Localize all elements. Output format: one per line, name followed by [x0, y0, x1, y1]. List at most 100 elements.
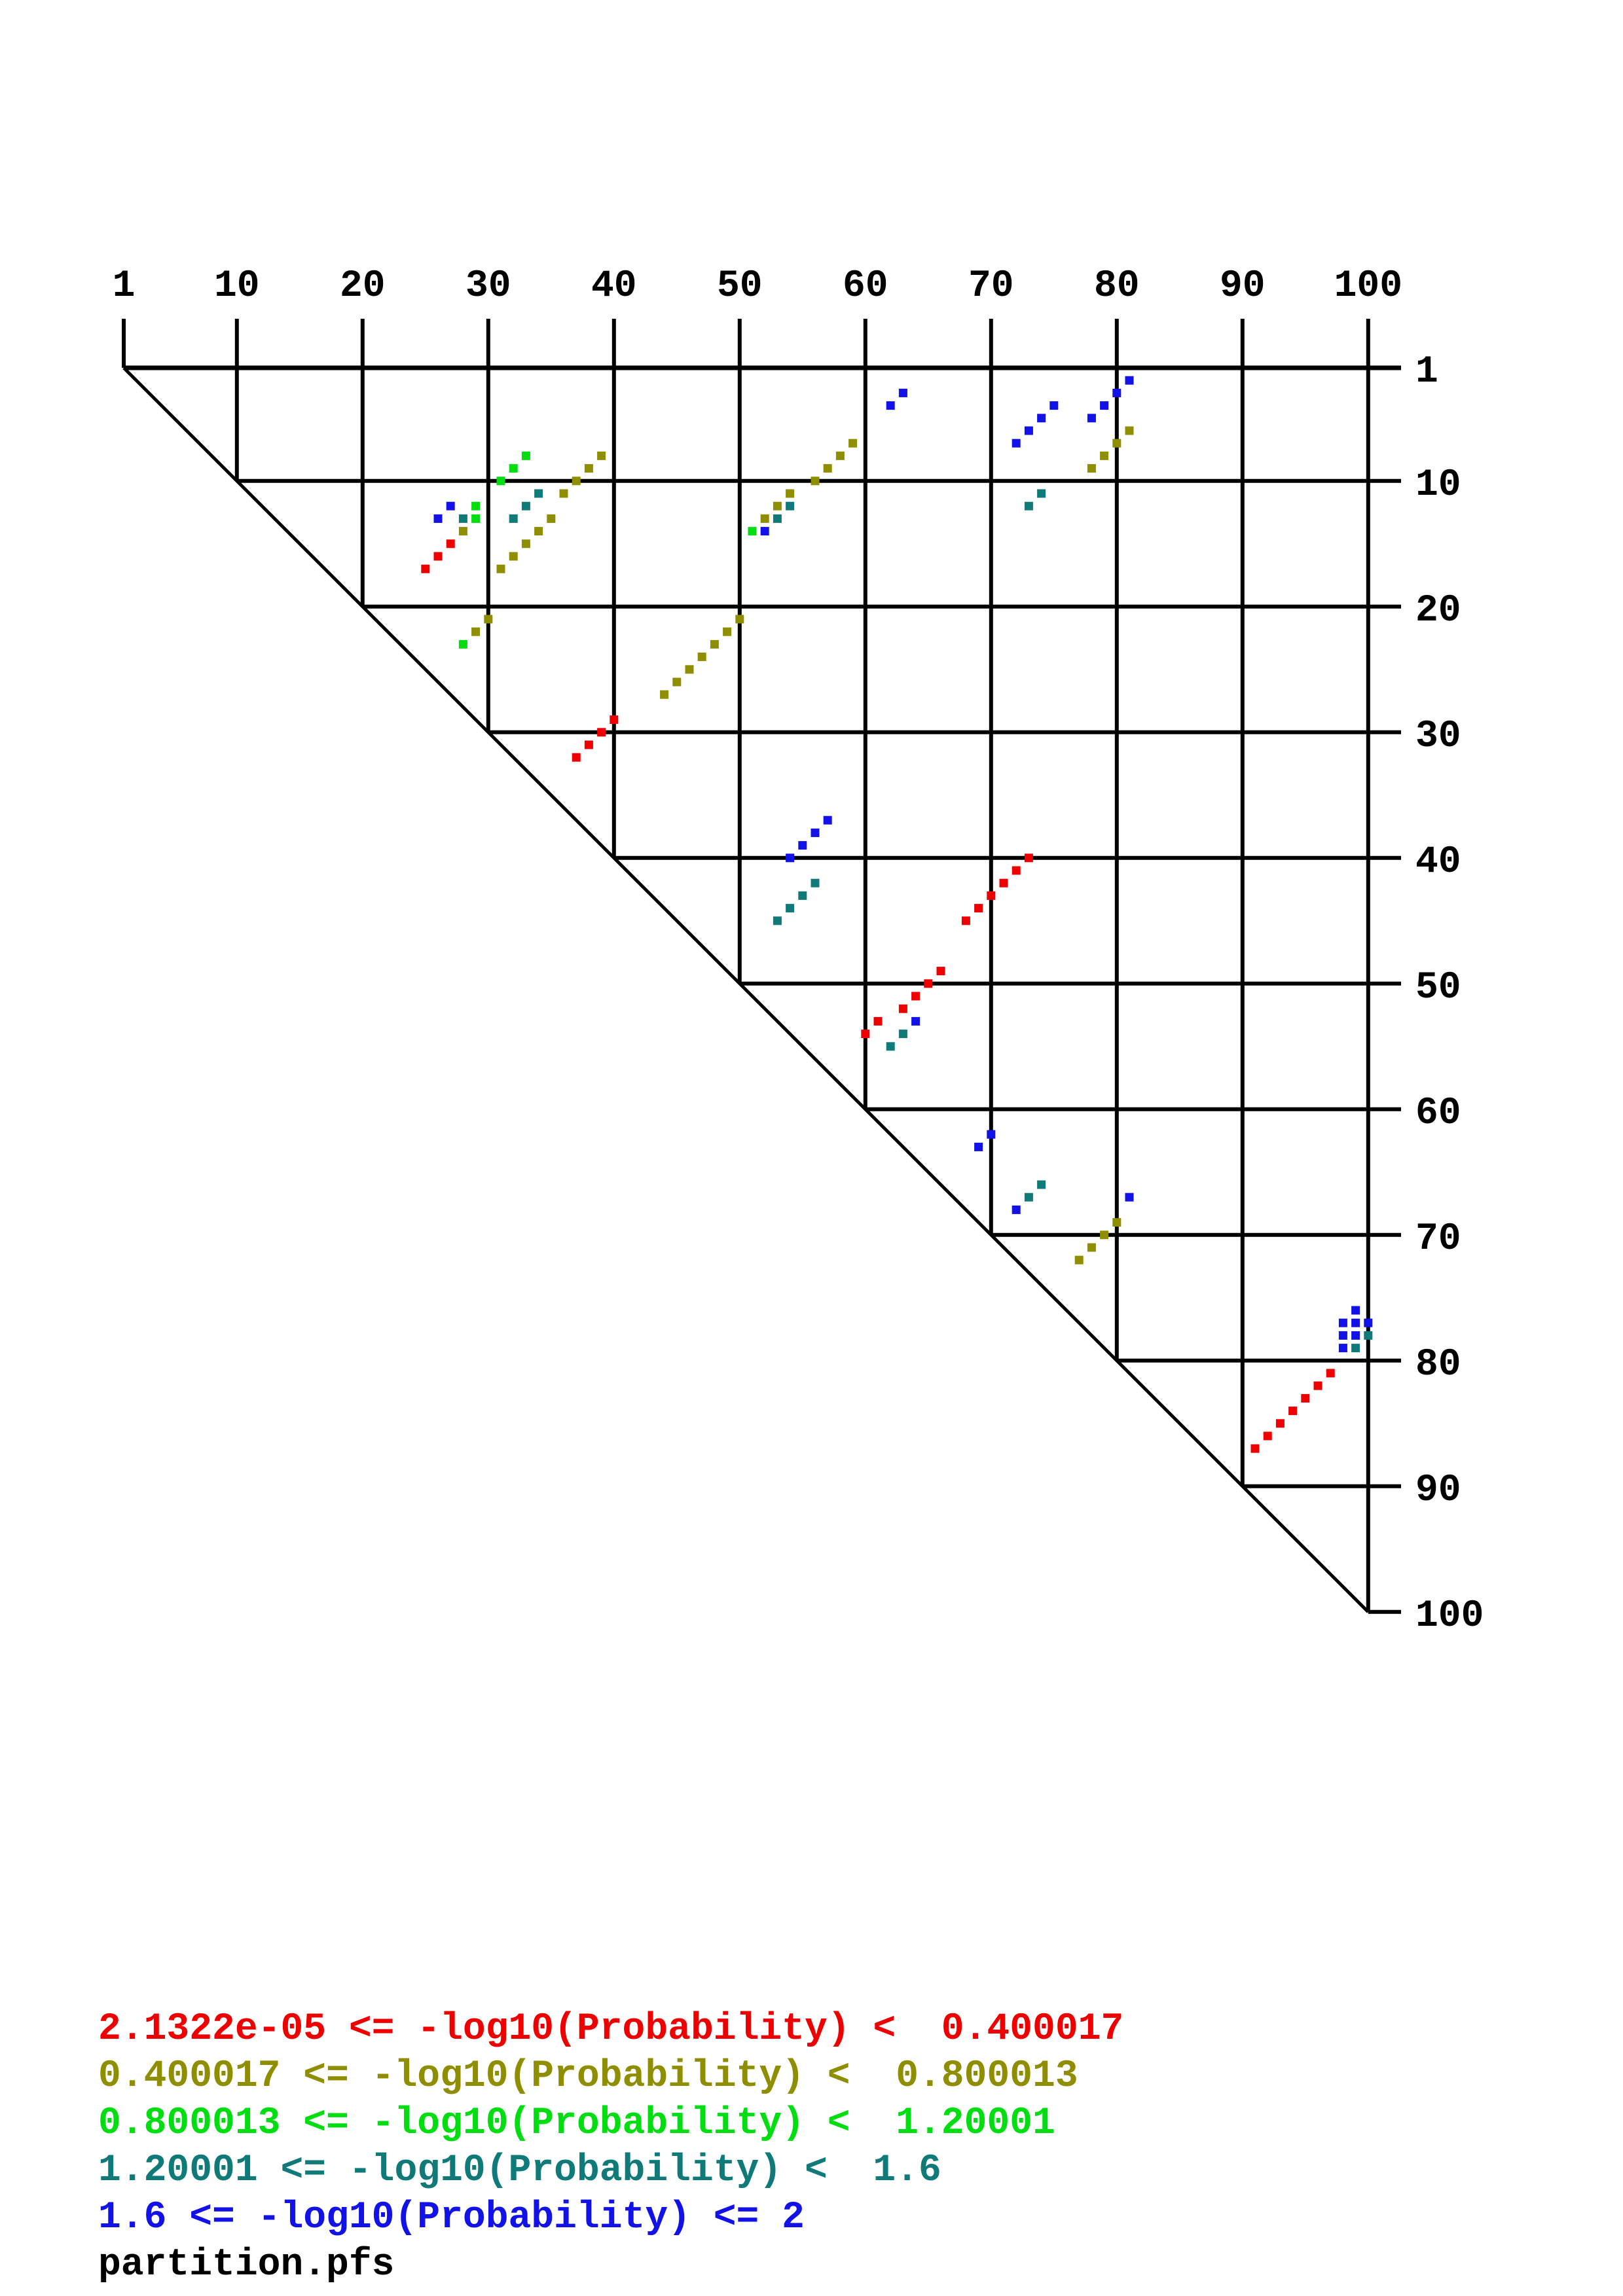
- probability-dot-class-1: [1326, 1369, 1335, 1378]
- probability-dot-class-2: [848, 439, 858, 448]
- y-tick-label: 60: [1415, 1092, 1461, 1135]
- probability-dot-class-4: [509, 514, 518, 523]
- probability-dot-class-5: [823, 816, 832, 825]
- probability-dot-class-5: [786, 853, 795, 863]
- probability-dot-class-4: [1024, 1193, 1033, 1202]
- probability-dot-class-1: [1275, 1419, 1285, 1428]
- diagonal-line: [122, 367, 1370, 1613]
- probability-dot-class-2: [471, 627, 481, 636]
- probability-dot-class-5: [1049, 401, 1059, 410]
- probability-dot-class-2: [735, 615, 744, 624]
- probability-dot-class-5: [898, 388, 907, 397]
- probability-dot-class-2: [835, 451, 845, 460]
- probability-dot-class-2: [1087, 464, 1096, 473]
- y-tick-label: 70: [1415, 1218, 1461, 1261]
- probability-dot-class-5: [886, 401, 895, 410]
- x-tick-label: 40: [591, 265, 637, 308]
- probability-dot-class-3: [748, 527, 757, 536]
- probability-dot-class-1: [1250, 1444, 1260, 1453]
- probability-dot-class-4: [811, 878, 820, 888]
- file-name-label: partition.pfs: [98, 2244, 395, 2286]
- probability-dot-class-1: [936, 967, 945, 976]
- probability-dot-class-2: [572, 476, 581, 486]
- probability-dot-class-1: [924, 979, 933, 988]
- legend-line-olive: 0.400017 <= -log10(Probability) < 0.8000…: [98, 2055, 1078, 2098]
- probability-dot-class-1: [987, 891, 996, 900]
- probability-dot-class-2: [660, 690, 669, 699]
- y-tick-label: 1: [1415, 351, 1438, 393]
- legend: 2.1322e-05 <= -log10(Probability) < 0.40…: [98, 2006, 1123, 2289]
- x-tick-label: 70: [968, 265, 1014, 308]
- probability-dot-class-2: [1100, 1230, 1109, 1240]
- probability-dot-class-2: [685, 665, 694, 674]
- probability-dot-class-3: [521, 451, 530, 460]
- probability-dot-class-1: [446, 539, 455, 548]
- probability-dot-class-2: [559, 489, 568, 498]
- probability-dot-class-1: [999, 878, 1008, 888]
- probability-dot-class-2: [509, 552, 518, 561]
- x-tick-label: 30: [465, 265, 511, 308]
- probability-dot-class-2: [484, 615, 493, 624]
- probability-dot-class-3: [458, 639, 467, 649]
- probability-dot-class-2: [1074, 1255, 1084, 1265]
- probability-dot-class-4: [798, 891, 807, 900]
- probability-dot-class-2: [496, 564, 505, 573]
- probability-dot-class-2: [1112, 439, 1122, 448]
- probability-dot-class-5: [1012, 439, 1021, 448]
- x-tick-label: 60: [843, 265, 888, 308]
- x-tick-label: 1: [113, 265, 136, 308]
- probability-dot-class-2: [1087, 1243, 1096, 1252]
- probability-dot-class-1: [861, 1030, 870, 1039]
- probability-dot-class-2: [823, 464, 832, 473]
- y-tick-label: 20: [1415, 590, 1461, 632]
- probability-dot-class-5: [987, 1130, 996, 1139]
- probability-dot-class-1: [421, 564, 430, 573]
- probability-dot-class-5: [974, 1142, 983, 1151]
- probability-dot-class-5: [798, 841, 807, 850]
- probability-dot-class-5: [811, 828, 820, 837]
- probability-dot-class-4: [786, 501, 795, 511]
- probability-dot-class-5: [1351, 1306, 1360, 1315]
- probability-dot-class-2: [697, 653, 706, 662]
- probability-dot-class-2: [1112, 1218, 1122, 1227]
- probability-dot-class-5: [1338, 1331, 1347, 1340]
- probability-dot-class-4: [1037, 489, 1046, 498]
- probability-dot-class-5: [1100, 401, 1109, 410]
- probability-dot-class-2: [597, 451, 606, 460]
- probability-dot-class-4: [534, 489, 543, 498]
- probability-dot-class-2: [534, 527, 543, 536]
- probability-dot-class-5: [1112, 388, 1122, 397]
- probability-dot-class-2: [547, 514, 556, 523]
- probability-dot-class-5: [1012, 1205, 1021, 1214]
- probability-dot-class-4: [1364, 1331, 1373, 1340]
- probability-dot-class-3: [471, 514, 481, 523]
- probability-dot-class-1: [961, 916, 970, 925]
- probability-dot-class-1: [1313, 1381, 1322, 1390]
- x-tick-label: 20: [340, 265, 386, 308]
- probability-dot-class-5: [1338, 1318, 1347, 1327]
- y-tick-label: 90: [1415, 1469, 1461, 1512]
- probability-dot-class-4: [773, 916, 782, 925]
- probability-dot-class-5: [446, 501, 455, 511]
- probability-dot-class-1: [610, 715, 619, 725]
- probability-dot-class-4: [898, 1030, 907, 1039]
- probability-dot-class-2: [773, 501, 782, 511]
- legend-line-red: 2.1322e-05 <= -log10(Probability) < 0.40…: [98, 2008, 1124, 2051]
- y-tick-label: 80: [1415, 1344, 1461, 1386]
- probability-dot-class-1: [1012, 866, 1021, 875]
- probability-dot-class-5: [1024, 426, 1033, 435]
- probability-dot-class-1: [1024, 853, 1033, 863]
- probability-dot-class-2: [584, 464, 593, 473]
- probability-dot-class-4: [773, 514, 782, 523]
- probability-dot-class-5: [1364, 1318, 1373, 1327]
- legend-line-teal: 1.20001 <= -log10(Probability) < 1.6: [98, 2149, 941, 2192]
- probability-dot-class-1: [974, 904, 983, 913]
- y-tick-label: 30: [1415, 715, 1461, 758]
- probability-dot-class-5: [1338, 1344, 1347, 1353]
- probability-dot-class-4: [1351, 1344, 1360, 1353]
- probability-dot-class-2: [723, 627, 732, 636]
- legend-line-blue: 1.6 <= -log10(Probability) <= 2: [98, 2197, 805, 2239]
- probability-dot-class-2: [1100, 451, 1109, 460]
